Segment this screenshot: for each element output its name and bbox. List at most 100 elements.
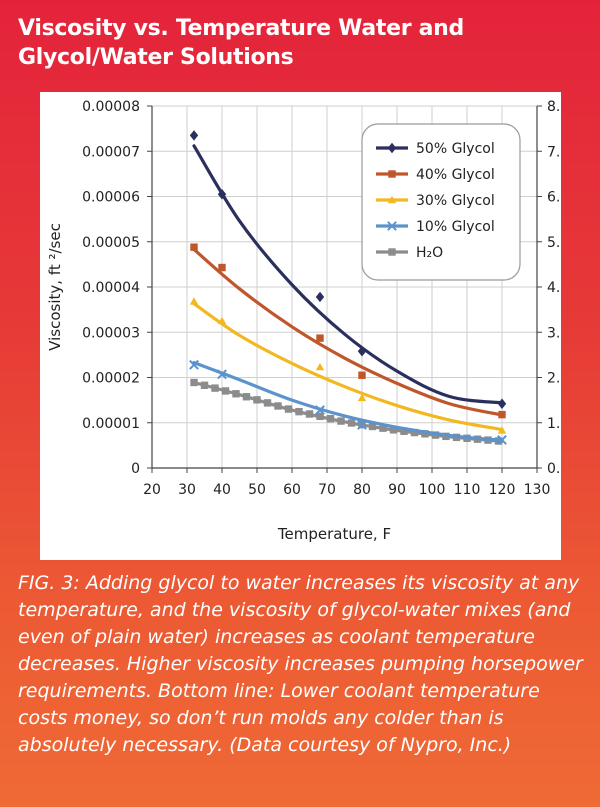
data-point-40-glycol [218, 263, 226, 272]
x-tick-label: 80 [353, 482, 371, 498]
x-tick-label: 100 [419, 482, 446, 498]
data-point-h-o [190, 378, 198, 387]
data-point-30-glycol [217, 316, 227, 325]
data-point-10-glycol-stroke [357, 420, 367, 430]
y-tick-label: 0.00004 [82, 280, 140, 296]
y-tick-label: 0.00003 [82, 325, 140, 341]
y-tick-label: 0.00006 [82, 190, 140, 206]
figure-title: Viscosity vs. Temperature Water and Glyc… [18, 14, 578, 72]
y2-tick-label: 3.0 [547, 325, 561, 341]
data-point-h-o [274, 402, 282, 410]
data-point-50-glycol [497, 398, 507, 409]
y-axis-title: Viscosity, ft ²/sec [46, 223, 64, 351]
y2-tick-label: 7.0 [547, 144, 561, 160]
data-point-40-glycol [316, 334, 324, 342]
legend-label-h-o: H₂O [416, 245, 443, 261]
x-tick-label: 120 [489, 482, 516, 498]
data-point-h-o [316, 412, 324, 421]
data-point-30-glycol [357, 393, 367, 402]
legend-marker-30-glycol [387, 195, 397, 204]
figure-caption: FIG. 3: Adding glycol to water increases… [18, 572, 583, 756]
legend-label-40-glycol: 40% Glycol [416, 167, 495, 183]
data-point-h-o [242, 393, 251, 401]
x-tick-label: 130 [524, 482, 551, 498]
x-tick-label: 70 [318, 482, 336, 498]
figure-title-line-1: Viscosity vs. Temperature Water and [18, 16, 464, 41]
data-point-40-glycol [498, 410, 506, 419]
y2-tick-label: 6.0 [547, 190, 561, 206]
y2-tick-label: 8.0 [547, 99, 561, 115]
data-point-h-o [200, 381, 209, 389]
data-point-h-o [305, 410, 314, 418]
data-point-h-o [400, 427, 408, 435]
x-tick-label: 30 [178, 482, 196, 498]
data-point-50-glycol [357, 346, 367, 357]
data-point-30-glycol [189, 297, 199, 305]
data-point-30-glycol [315, 362, 325, 371]
trend-line-h-o [192, 380, 504, 443]
series-50-glycol [189, 130, 507, 409]
x-tick-label: 40 [213, 482, 231, 498]
data-point-h-o [232, 390, 240, 398]
y2-tick-label: 1.0 [547, 416, 561, 432]
data-point-h-o [368, 422, 377, 431]
viscosity-chart: 20 30 40 50 60 70 80 90 100 110 120 13000.000010.00… [46, 99, 569, 543]
data-point-40-glycol [358, 371, 366, 379]
data-point-h-o [211, 384, 219, 392]
data-point-h-o [410, 428, 419, 437]
data-point-10-glycol-stroke [217, 369, 227, 380]
y2-tick-label: 0.0 [547, 461, 561, 477]
data-point-50-glycol [189, 130, 199, 141]
trend-line-50-glycol [192, 144, 504, 405]
data-point-h-o [389, 426, 398, 434]
y2-tick-label: 5.0 [547, 235, 561, 251]
x-tick-label: 50 [248, 482, 266, 498]
series-10-glycol [189, 359, 507, 445]
data-point-h-o [263, 399, 272, 407]
data-point-h-o [347, 419, 356, 427]
data-point-h-o [421, 430, 429, 438]
x-tick-label: 110 [454, 482, 481, 498]
x-tick-label: 20 [143, 482, 161, 498]
legend: 50% Glycol 40% Glycol 30% Glycol 10% Glycol… [361, 123, 521, 281]
data-point-10-glycol-stroke [497, 435, 507, 445]
y-tick-label: 0.00002 [82, 371, 140, 387]
y2-tick-label: 4.0 [547, 280, 561, 296]
data-point-h-o [221, 387, 230, 395]
series-40-glycol [190, 243, 506, 419]
data-point-h-o [337, 417, 345, 425]
data-point-10-glycol-stroke [189, 359, 199, 370]
legend-label-50-glycol: 50% Glycol [416, 141, 495, 157]
x-tick-label: 90 [388, 482, 406, 498]
legend-marker-10-glycol-stroke [387, 221, 397, 231]
data-point-h-o [295, 407, 303, 416]
x-axis-title: Temperature, F [277, 525, 391, 543]
legend-marker-h-o [388, 248, 396, 256]
data-point-h-o [379, 424, 387, 432]
data-point-h-o [284, 405, 293, 413]
data-point-h-o [253, 396, 261, 404]
data-point-h-o [326, 415, 335, 423]
data-point-50-glycol [217, 189, 227, 200]
x-tick-label: 60 [283, 482, 301, 498]
data-point-30-glycol [497, 426, 507, 434]
data-point-40-glycol [190, 243, 198, 251]
y2-tick-label: 2.0 [547, 371, 561, 387]
series-30-glycol [189, 297, 507, 434]
y-tick-label: 0.00005 [82, 235, 140, 251]
legend-box [361, 123, 521, 281]
trend-line-40-glycol [192, 247, 504, 417]
chart-panel: 20 30 40 50 60 70 80 90 100 110 120 130 0 0.00001 0.00… [40, 92, 569, 560]
legend-marker-40-glycol [388, 170, 396, 178]
data-point-10-glycol-stroke [315, 405, 325, 415]
legend-label-30-glycol: 30% Glycol [416, 193, 495, 209]
y-tick-label: 0.00007 [82, 144, 140, 160]
y-tick-label: 0.00001 [82, 416, 140, 432]
data-point-50-glycol [315, 291, 325, 303]
y-tick-label: 0 [131, 461, 140, 477]
y-tick-label: 0.00008 [82, 99, 140, 115]
trend-line-30-glycol [192, 302, 504, 432]
legend-label-10-glycol: 10% Glycol [416, 219, 495, 235]
trend-line-10-glycol [192, 360, 504, 442]
